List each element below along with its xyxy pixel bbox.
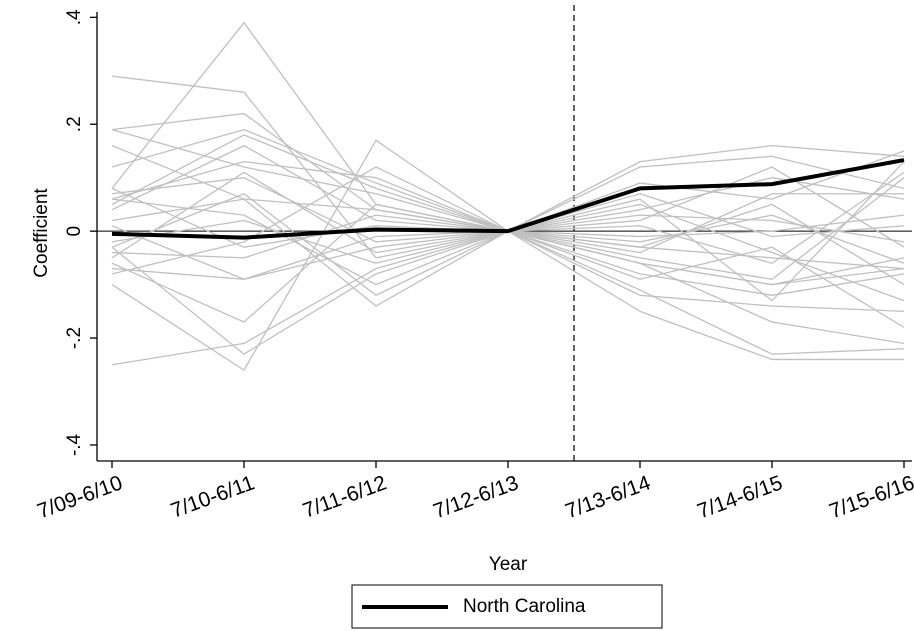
y-axis-title: Coefficient	[31, 188, 52, 278]
x-tick-label: 7/11-6/12	[300, 471, 390, 522]
x-tick-label: 7/15-6/16	[826, 471, 914, 523]
placebo-line	[111, 171, 905, 286]
highlight-line	[111, 158, 905, 240]
placebo-line	[111, 22, 905, 232]
x-tick-label: 7/10-6/11	[168, 471, 258, 522]
placebo-line	[111, 166, 905, 355]
placebo-line	[111, 171, 905, 280]
y-tick-label: .2	[64, 116, 85, 132]
legend: North Carolina	[351, 584, 663, 629]
y-tick-label: -.4	[64, 433, 85, 456]
y-tick-label: 0	[64, 226, 85, 237]
y-tick-label: .4	[64, 9, 85, 25]
x-axis-title: Year	[489, 554, 528, 575]
x-tick-label: 7/13-6/14	[562, 471, 654, 523]
x-tick-label: 7/12-6/13	[430, 471, 521, 523]
placebo-line	[111, 128, 904, 254]
placebo-line	[111, 177, 905, 280]
x-tick-label: 7/14-6/15	[694, 471, 785, 523]
x-tick-label: 7/09-6/10	[34, 471, 125, 523]
y-tick-label: -.2	[64, 327, 85, 349]
placebo-line	[111, 230, 904, 366]
legend-label: North Carolina	[463, 596, 586, 617]
placebo-line	[111, 177, 905, 280]
placebo-line	[111, 193, 905, 302]
